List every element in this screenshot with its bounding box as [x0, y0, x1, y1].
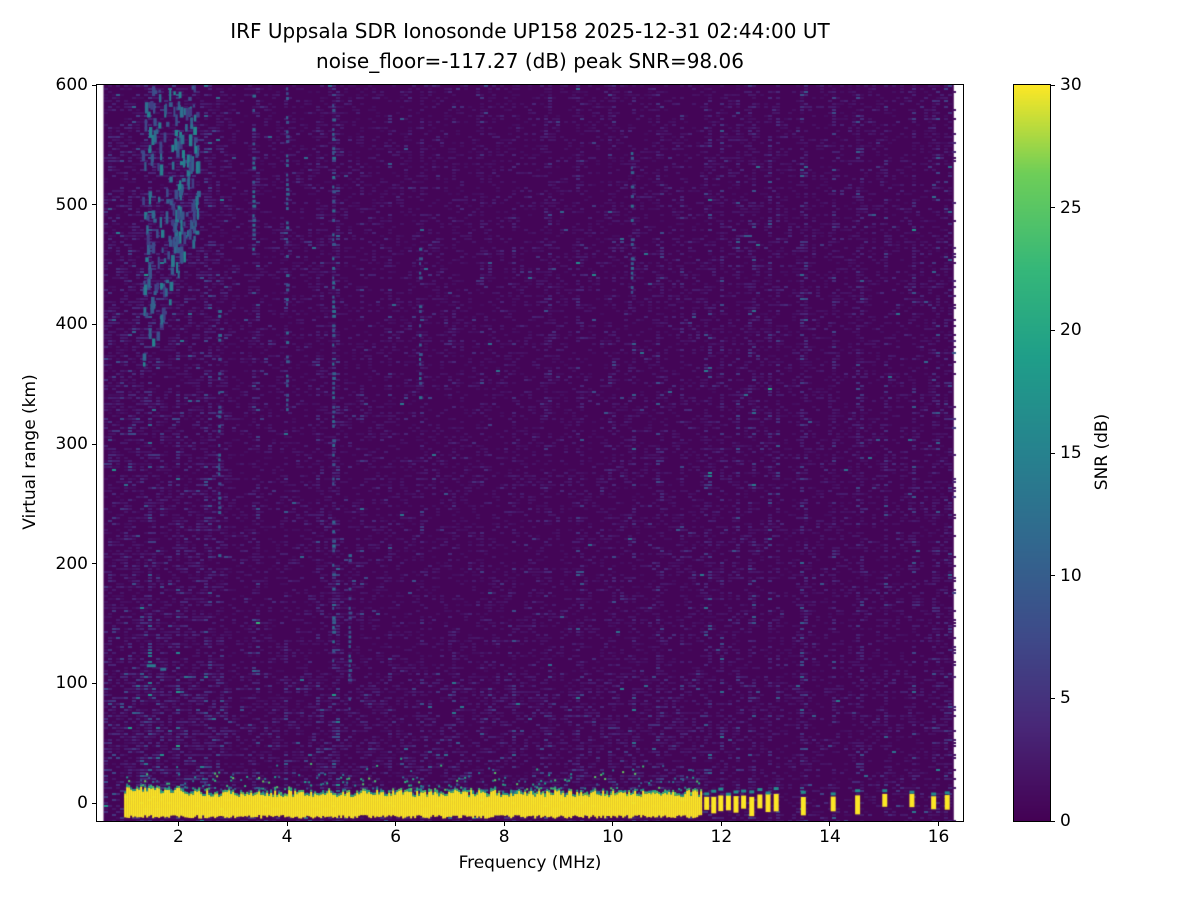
y-tick-mark: [92, 84, 96, 86]
colorbar-tick-label: 25: [1060, 197, 1082, 218]
y-tick-label: 0: [77, 793, 88, 814]
x-tick-mark: [938, 822, 940, 826]
x-tick-label: 12: [710, 827, 733, 847]
colorbar-tick-label: 15: [1060, 443, 1082, 463]
colorbar-tick-mark: [1051, 575, 1055, 577]
colorbar-tick-mark: [1051, 84, 1055, 86]
y-tick-mark: [92, 682, 96, 684]
colorbar-tick-label: 10: [1060, 565, 1082, 586]
y-tick-mark: [92, 323, 96, 325]
colorbar-tick-mark: [1051, 697, 1055, 699]
colorbar-gradient: [1014, 85, 1050, 821]
x-tick-mark: [503, 822, 505, 826]
chart-subtitle: noise_floor=-117.27 (dB) peak SNR=98.06: [316, 49, 744, 73]
ionogram-heatmap: [97, 85, 963, 821]
x-tick-mark: [720, 822, 722, 826]
colorbar-tick-label: 0: [1060, 811, 1071, 831]
plot-area: [96, 84, 964, 822]
y-tick-label: 300: [55, 434, 88, 455]
colorbar-tick-mark: [1051, 329, 1055, 331]
x-tick-mark: [395, 822, 397, 826]
y-tick-mark: [92, 563, 96, 565]
x-tick-mark: [177, 822, 179, 826]
x-tick-label: 16: [927, 827, 950, 847]
y-tick-label: 500: [55, 194, 88, 215]
chart-title: IRF Uppsala SDR Ionosonde UP158 2025-12-…: [230, 19, 830, 43]
chart-title-block: IRF Uppsala SDR Ionosonde UP158 2025-12-…: [97, 16, 963, 76]
x-tick-label: 8: [498, 827, 510, 847]
y-tick-label: 600: [55, 75, 88, 95]
colorbar-tick-label: 5: [1060, 688, 1071, 709]
colorbar-tick-mark: [1051, 207, 1055, 209]
colorbar-tick-label: 20: [1060, 320, 1082, 341]
x-tick-label: 2: [173, 827, 184, 847]
x-tick-mark: [829, 822, 831, 826]
y-axis-label: Virtual range (km): [20, 374, 40, 530]
x-tick-label: 4: [281, 827, 293, 847]
colorbar-label: SNR (dB): [1092, 413, 1112, 491]
x-tick-mark: [286, 822, 288, 826]
x-tick-label: 6: [390, 827, 402, 847]
x-axis-label: Frequency (MHz): [458, 853, 602, 873]
colorbar-tick-mark: [1051, 820, 1055, 822]
x-tick-label: 14: [819, 827, 841, 847]
x-tick-mark: [612, 822, 614, 826]
colorbar-tick-mark: [1051, 452, 1055, 454]
y-tick-mark: [92, 802, 96, 804]
colorbar: [1013, 84, 1051, 822]
y-tick-mark: [92, 443, 96, 445]
y-tick-label: 400: [55, 314, 88, 335]
colorbar-tick-label: 30: [1060, 75, 1082, 95]
x-tick-label: 10: [601, 827, 624, 847]
y-tick-mark: [92, 204, 96, 206]
y-tick-label: 200: [55, 553, 88, 574]
y-tick-label: 100: [55, 673, 88, 694]
